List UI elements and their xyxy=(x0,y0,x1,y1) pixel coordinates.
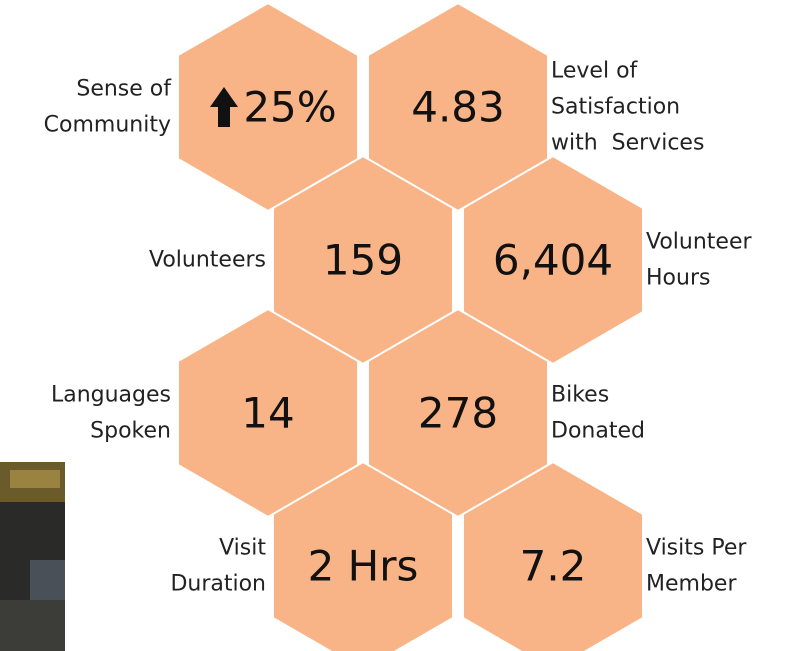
photo-fragment xyxy=(0,462,65,651)
hexagon xyxy=(369,4,547,210)
hexagon xyxy=(464,463,642,651)
hex-value: 6,404 xyxy=(493,236,613,285)
hex-value: 159 xyxy=(323,236,403,285)
hexagon xyxy=(179,310,357,516)
hex-label: Level of xyxy=(551,59,639,84)
hex-label: Donated xyxy=(551,419,645,444)
hex-label: Visits Per xyxy=(646,536,747,561)
hex-value: 4.83 xyxy=(411,83,505,132)
hex-label: Community xyxy=(44,113,171,138)
hex-label: Visit xyxy=(219,536,266,561)
hex-value: 25% xyxy=(243,83,336,132)
hex-label: Volunteer xyxy=(646,230,752,255)
hex-label: with Services xyxy=(551,131,704,156)
hex-value: 7.2 xyxy=(520,542,587,591)
hex-value: 14 xyxy=(241,389,294,438)
hex-label: Member xyxy=(646,572,737,597)
hexagon xyxy=(274,157,452,363)
hex-value: 2 Hrs xyxy=(308,542,419,591)
hex-label: Satisfaction xyxy=(551,95,680,120)
hex-label: Sense of xyxy=(76,77,172,102)
hexagon xyxy=(369,310,547,516)
hex-label: Volunteers xyxy=(149,248,266,273)
hex-label: Languages xyxy=(51,383,171,408)
hexagon xyxy=(464,157,642,363)
up-arrow-icon xyxy=(210,87,238,127)
hexagon xyxy=(274,463,452,651)
hex-label: Hours xyxy=(646,266,710,291)
hex-label: Spoken xyxy=(90,419,171,444)
hex-label: Duration xyxy=(170,572,266,597)
hexagon xyxy=(179,4,357,210)
hex-label: Bikes xyxy=(551,383,609,408)
hex-value: 278 xyxy=(418,389,498,438)
